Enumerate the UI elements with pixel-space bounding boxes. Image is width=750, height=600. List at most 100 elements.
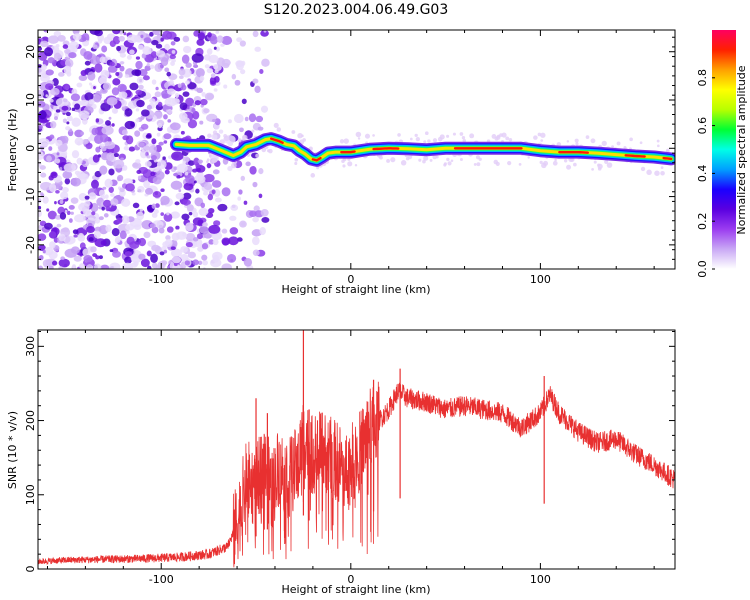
noise-blob [164,169,170,175]
noise-blob [170,180,183,190]
noise-blob [198,260,203,266]
noise-blob [124,256,132,264]
noise-dot [590,138,596,144]
noise-dot [566,164,572,170]
noise-blob [261,58,270,67]
noise-blob [80,131,85,136]
noise-blob [59,212,67,220]
noise-dot [409,137,413,141]
noise-dot [400,160,407,166]
noise-blob [55,139,63,147]
noise-blob [239,127,244,133]
noise-dot [533,135,538,140]
noise-blob [170,246,176,251]
noise-blob [182,35,190,43]
noise-blob [212,238,219,246]
noise-dot [459,132,464,136]
noise-blob [112,78,121,86]
noise-dot [212,130,218,135]
noise-blob [42,259,53,268]
noise-blob [50,87,60,96]
noise-blob [55,158,61,164]
ridge-core-red [340,150,356,154]
noise-blob [92,44,98,50]
noise-blob [125,135,134,145]
noise-blob [167,109,173,115]
noise-blob [55,189,60,194]
noise-blob [146,155,151,159]
noise-blob [59,199,64,204]
noise-blob [125,183,135,192]
noise-dot [347,161,353,167]
noise-blob [66,115,73,122]
noise-blob [74,170,80,176]
noise-blob [178,189,182,193]
noise-blob [80,69,87,76]
noise-blob [155,43,163,49]
noise-blob [157,122,163,129]
noise-blob [107,65,118,73]
noise-dot [231,162,237,169]
noise-dot [656,139,660,143]
noise-blob [62,170,73,179]
noise-blob [211,133,218,140]
noise-blob [71,150,80,159]
noise-blob [173,172,179,177]
noise-blob [135,60,143,70]
noise-blob [136,99,145,108]
noise-blob [151,39,159,46]
noise-dot [268,148,273,154]
noise-blob [221,237,231,246]
noise-dot [446,134,450,138]
noise-dot [499,133,503,137]
noise-blob [71,88,78,95]
noise-blob [46,208,50,212]
noise-blob [187,82,197,90]
noise-blob [45,69,54,76]
noise-blob [138,237,147,247]
noise-blob [192,168,198,173]
noise-blob [49,98,54,103]
noise-blob [90,56,101,65]
noise-blob [164,67,170,73]
noise-blob [55,109,61,113]
noise-blob [252,181,258,188]
noise-blob [56,223,62,228]
noise-blob [229,227,239,235]
noise-blob [201,254,208,261]
noise-blob [147,265,152,269]
noise-blob [119,52,126,58]
noise-blob [110,193,115,197]
noise-blob [54,200,57,205]
noise-blob [125,223,135,231]
noise-blob [239,220,247,228]
noise-blob [68,205,75,210]
noise-blob [252,78,259,84]
noise-blob [152,176,162,185]
noise-blob [158,141,164,146]
noise-blob [68,52,77,59]
noise-blob [163,249,168,254]
noise-blob [65,126,71,131]
ridge-core-red [662,156,673,161]
noise-blob [150,171,156,177]
noise-blob [49,183,57,193]
noise-blob [138,68,148,77]
noise-blob [119,65,125,72]
spectrogram-x-tick-label: -100 [149,273,174,286]
noise-blob [136,169,142,174]
noise-blob [202,221,208,228]
noise-dot [601,140,607,147]
spectrogram-x-axis-label: Height of straight line (km) [281,283,430,296]
noise-blob [122,262,134,269]
noise-dot [507,161,512,166]
noise-dot [606,162,613,168]
noise-blob [101,125,114,136]
noise-dot [423,140,427,144]
noise-blob [132,202,140,209]
noise-blob [126,55,132,60]
noise-blob [192,237,199,242]
noise-dot [585,135,590,139]
noise-blob [210,73,216,78]
spectrogram-y-tick-label: 0 [24,145,37,152]
